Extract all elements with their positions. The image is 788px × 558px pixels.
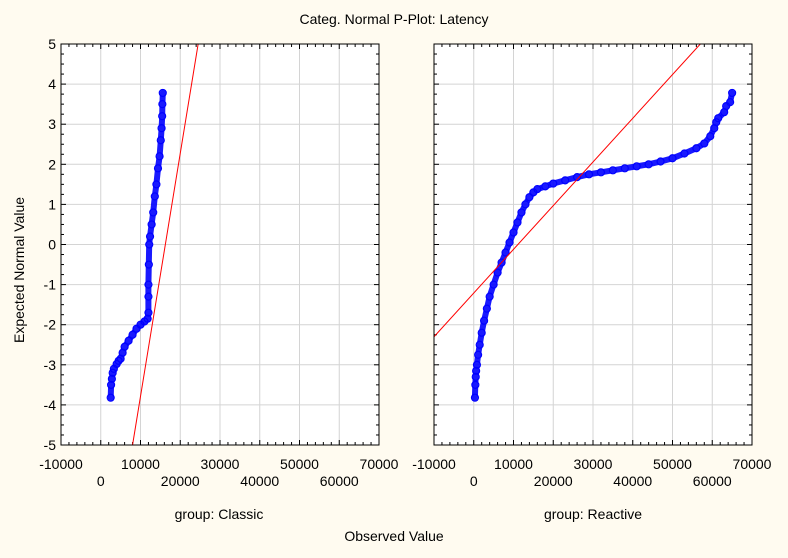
x-tick-label-top: 10000 [121,456,160,472]
panel-reactive: group: Reactive -10000 10000 30000 50000 700… [412,43,772,522]
data-point-band [471,89,736,401]
x-tick-label-bottom: 0 [97,473,105,489]
y-tick-label: -1 [44,277,57,293]
y-tick-label: 2 [48,156,56,172]
x-tick-label-top: -10000 [39,456,83,472]
y-tick-label: 5 [48,36,56,52]
x-tick-label-bottom: 20000 [534,473,573,489]
x-tick-label-bottom: 60000 [693,473,732,489]
x-axis-label: Observed Value [344,528,444,544]
plot-frame [433,43,753,446]
y-tick-label: 0 [48,237,56,253]
x-tick-label-bottom: 60000 [320,473,359,489]
y-tick-label: -4 [44,397,57,413]
x-tick-label-bottom: 20000 [161,473,200,489]
y-tick-label: 3 [48,116,56,132]
x-tick-label-bottom: 0 [470,473,478,489]
panel-label-classic: group: Classic [175,506,264,522]
y-tick-label: 1 [48,196,56,212]
y-tick-label: -5 [44,437,57,453]
x-tick-label-top: 50000 [653,456,692,472]
x-tick-label-bottom: 40000 [613,473,652,489]
fit-line [434,44,701,338]
x-tick-label-top: 50000 [280,456,319,472]
chart-title: Categ. Normal P-Plot: Latency [299,11,488,27]
fit-line [132,44,199,445]
x-tick-label-top: 30000 [574,456,613,472]
y-axis-label: Expected Normal Value [11,197,27,343]
y-tick-label: -2 [44,317,57,333]
plot-frame [60,43,380,446]
panel-classic: group: Classic 5 4 3 2 1 0 -1 -2 -3 -4 -5 -10000 100… [39,36,398,522]
panel-label-reactive: group: Reactive [544,506,642,522]
x-tick-label-top: 10000 [494,456,533,472]
x-tick-label-top: 70000 [360,456,399,472]
data-point-band [107,89,166,401]
x-tick-label-top: 30000 [201,456,240,472]
x-tick-label-top: -10000 [412,456,456,472]
x-tick-label-top: 70000 [733,456,772,472]
x-tick-label-bottom: 40000 [240,473,279,489]
y-tick-label: 4 [48,76,56,92]
y-tick-label: -3 [44,357,57,373]
